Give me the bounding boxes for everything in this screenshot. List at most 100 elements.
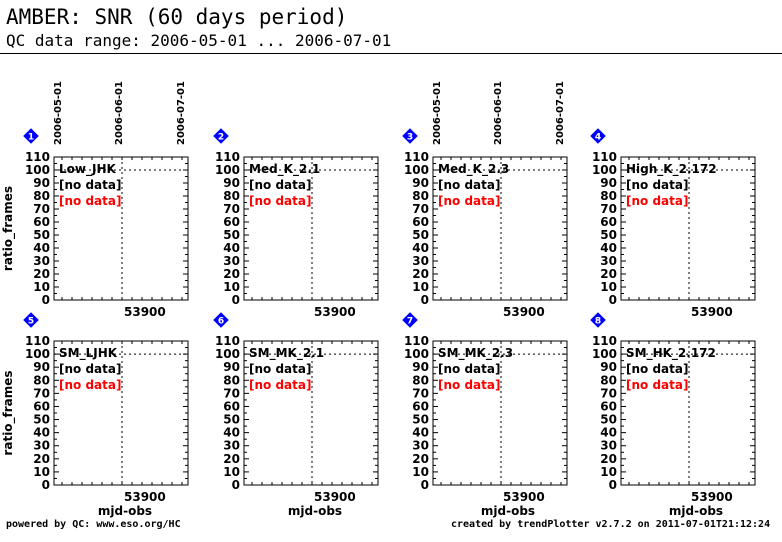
panel-2-xtick-label: 53900 [314,305,356,319]
panel-5-ytick-label: 110 [25,334,50,348]
panel-2-ytick-label: 10 [223,280,240,294]
panel-2-ytick-label: 20 [223,267,240,281]
panel-5-no-data-label-red: [no data] [59,378,121,392]
panel-8-xtick-label: 53900 [691,490,733,504]
panel-8-no-data-label-red: [no data] [626,378,688,392]
panel-3-mode-label: Med_K_2.3 [438,162,509,177]
panel-3-date-tick-label: 2006-06-01 [493,81,504,145]
panel-8-no-data-label: [no data] [626,362,688,376]
panel-4-ytick-label: 40 [600,241,617,255]
panel-8-ytick-label: 110 [592,334,617,348]
panel-3-number-label: 3 [407,133,413,143]
panel-8-ytick-label: 0 [609,478,617,492]
panel-4-no-data-label-red: [no data] [626,194,688,208]
panel-1-mode-label: Low_JHK [59,162,116,177]
panel-5-ytick-label: 30 [33,439,50,453]
panel-1-ytick-label: 110 [25,150,50,164]
panel-2-ytick-label: 70 [223,202,240,216]
footer-created-by: created by trendPlotter v2.7.2 on 2011-0… [451,519,771,530]
panel-4-ytick-label: 20 [600,267,617,281]
panel-3-ytick-label: 70 [412,202,429,216]
panel-7-ytick-label: 0 [421,478,429,492]
panel-3-date-tick-label: 2006-05-01 [432,81,443,145]
panel-8-ytick-label: 30 [600,439,617,453]
panel-8-ytick-label: 10 [600,465,617,479]
panel-6-ytick-label: 90 [223,360,240,374]
panel-7-number-label: 7 [407,317,413,327]
panel-3-xtick-label: 53900 [503,305,545,319]
panel-5-xaxis-title: mjd-obs [98,504,152,518]
panel-3-ytick-label: 0 [421,293,429,307]
panel-3-ytick-label: 50 [412,228,429,242]
panel-1-ytick-label: 60 [33,215,50,229]
panel-7-ytick-label: 80 [412,373,429,387]
panel-5-ytick-label: 90 [33,360,50,374]
panel-3-ytick-label: 10 [412,280,429,294]
panel-1-date-tick-label: 2006-07-01 [176,81,187,145]
panel-7-no-data-label: [no data] [438,362,500,376]
panel-5-mode-label: SM_LJHK [59,346,118,361]
panel-6-ytick-label: 110 [215,334,240,348]
panel-4-ytick-label: 110 [592,150,617,164]
panel-7-ytick-label: 20 [412,452,429,466]
panel-8-ytick-label: 80 [600,373,617,387]
panel-2-ytick-label: 60 [223,215,240,229]
panel-2-ytick-label: 80 [223,189,240,203]
panel-7-no-data-label-red: [no data] [438,378,500,392]
panel-7-xaxis-title: mjd-obs [481,504,535,518]
panel-4-number-badge [590,128,606,144]
panel-6-ytick-label: 100 [215,347,240,361]
panel-1-no-data-label: [no data] [59,178,121,192]
panel-5-ytick-label: 40 [33,426,50,440]
panel-1-no-data-label-red: [no data] [59,194,121,208]
panel-2-mode-label: Med_K_2.1 [249,162,320,177]
panel-1-date-tick-label: 2006-06-01 [114,81,125,145]
panel-7-ytick-label: 60 [412,399,429,413]
panel-1-ytick-label: 20 [33,267,50,281]
panel-3-no-data-label-red: [no data] [438,194,500,208]
panel-2-ytick-label: 50 [223,228,240,242]
panel-3-number-badge [402,128,418,144]
panel-2-ytick-label: 110 [215,150,240,164]
panel-1-ytick-label: 0 [42,293,50,307]
page-subtitle: QC data range: 2006-05-01 ... 2006-07-01 [6,31,392,50]
panel-6-ytick-label: 10 [223,465,240,479]
panel-6-number-label: 6 [218,317,224,327]
panel-3-ytick-label: 40 [412,241,429,255]
panel-1-ytick-label: 10 [33,280,50,294]
panel-3-ytick-label: 90 [412,176,429,190]
panel-2-number-label: 2 [218,133,224,143]
panel-2-number-badge [213,128,229,144]
panel-7-ytick-label: 100 [404,347,429,361]
panel-2-ytick-label: 30 [223,254,240,268]
panel-1-ytick-label: 40 [33,241,50,255]
panel-5-yaxis-title: ratio_frames [1,370,16,455]
panel-5-xtick-label: 53900 [124,490,166,504]
panel-4-xtick-label: 53900 [691,305,733,319]
panel-4-ytick-label: 100 [592,163,617,177]
panel-6-ytick-label: 40 [223,426,240,440]
panel-8-mode-label: SM_HK_2.172 [626,346,716,361]
panel-6-mode-label: SM_MK_2.1 [249,346,324,361]
panel-3-ytick-label: 30 [412,254,429,268]
panel-6-ytick-label: 70 [223,386,240,400]
panel-4-ytick-label: 10 [600,280,617,294]
panel-6-ytick-label: 60 [223,399,240,413]
panel-6-number-badge [213,312,229,328]
panel-5-ytick-label: 100 [25,347,50,361]
footer-powered-by: powered by QC: www.eso.org/HC [6,519,181,530]
panel-3-ytick-label: 100 [404,163,429,177]
panel-5-no-data-label: [no data] [59,362,121,376]
panel-6-xaxis-title: mjd-obs [288,504,342,518]
panel-2-no-data-label-red: [no data] [249,194,311,208]
panel-6-ytick-label: 50 [223,413,240,427]
panel-5-ytick-label: 10 [33,465,50,479]
panel-4-number-label: 4 [595,133,601,143]
panel-7-ytick-label: 70 [412,386,429,400]
panel-2-ytick-label: 90 [223,176,240,190]
panel-3-ytick-label: 110 [404,150,429,164]
panel-4-ytick-label: 50 [600,228,617,242]
panel-1-number-label: 1 [28,133,34,143]
panel-6-no-data-label: [no data] [249,362,311,376]
panel-7-ytick-label: 30 [412,439,429,453]
